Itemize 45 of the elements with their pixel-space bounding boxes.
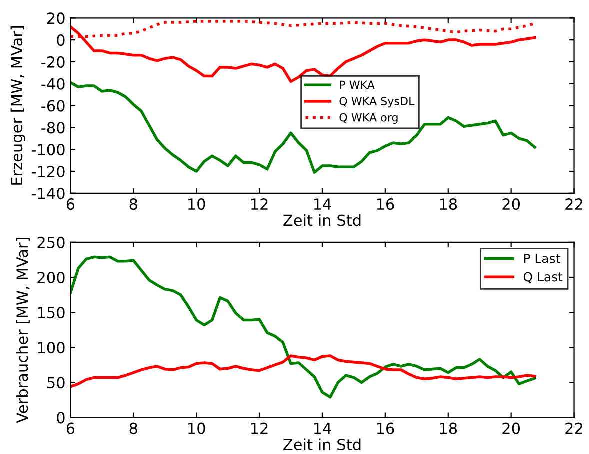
y-axis-title: Verbraucher [MW, MVar] bbox=[16, 238, 30, 424]
x-axis-title: Zeit in Std bbox=[284, 214, 361, 226]
line-series bbox=[70, 256, 536, 399]
y-tick-label: -80 bbox=[42, 122, 65, 134]
legend-label: P WKA bbox=[340, 80, 375, 90]
x-tick-label: 12 bbox=[251, 422, 268, 434]
y-tick-label: 150 bbox=[38, 307, 65, 319]
legend-label: Q WKA SysDL bbox=[340, 97, 415, 108]
x-tick-label: 18 bbox=[440, 198, 458, 210]
y-tick-label: 0 bbox=[57, 34, 65, 46]
y-tick-label: 100 bbox=[38, 342, 65, 354]
y-tick-label: -100 bbox=[32, 144, 65, 156]
y-tick-label: -40 bbox=[42, 78, 65, 90]
x-tick-label: 22 bbox=[566, 422, 582, 434]
x-tick-label: 6 bbox=[66, 422, 75, 434]
y-tick-label: 50 bbox=[48, 377, 65, 389]
y-tick-label: -20 bbox=[42, 56, 65, 68]
x-tick-label: 22 bbox=[566, 198, 582, 210]
y-tick-label: -60 bbox=[42, 100, 65, 112]
legend-label: Q WKA org bbox=[340, 113, 398, 124]
y-tick-label: 20 bbox=[48, 12, 65, 24]
x-tick-label: 16 bbox=[377, 422, 394, 434]
y-tick-label: 0 bbox=[57, 412, 65, 424]
y-tick-label: 200 bbox=[38, 272, 65, 284]
x-tick-label: 8 bbox=[130, 422, 138, 434]
x-tick-label: 10 bbox=[188, 198, 206, 210]
x-tick-label: 10 bbox=[188, 422, 206, 434]
y-tick-label: -140 bbox=[32, 188, 65, 200]
legend-label: P Last bbox=[524, 254, 560, 264]
y-tick-label: -120 bbox=[32, 166, 65, 178]
x-tick-label: 14 bbox=[314, 423, 332, 434]
x-axis-title: Zeit in Std bbox=[284, 438, 361, 451]
x-tick-label: 20 bbox=[502, 198, 520, 210]
x-tick-label: 8 bbox=[130, 198, 138, 210]
line-series bbox=[70, 354, 536, 388]
y-axis-title: Erzeuger [MW, MVar] bbox=[10, 26, 26, 185]
x-tick-label: 18 bbox=[440, 422, 458, 434]
x-tick-label: 14 bbox=[314, 198, 332, 210]
x-tick-label: 16 bbox=[377, 198, 394, 210]
line-series bbox=[70, 81, 536, 174]
legend-label: Q Last bbox=[524, 272, 563, 284]
x-tick-label: 12 bbox=[251, 198, 268, 210]
x-tick-label: 6 bbox=[66, 198, 75, 210]
y-tick-label: 250 bbox=[38, 236, 65, 248]
x-tick-label: 20 bbox=[502, 422, 520, 434]
